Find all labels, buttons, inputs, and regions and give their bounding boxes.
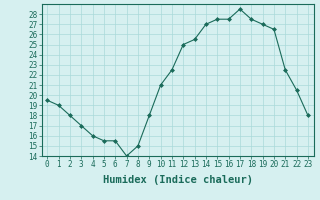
X-axis label: Humidex (Indice chaleur): Humidex (Indice chaleur) (103, 175, 252, 185)
